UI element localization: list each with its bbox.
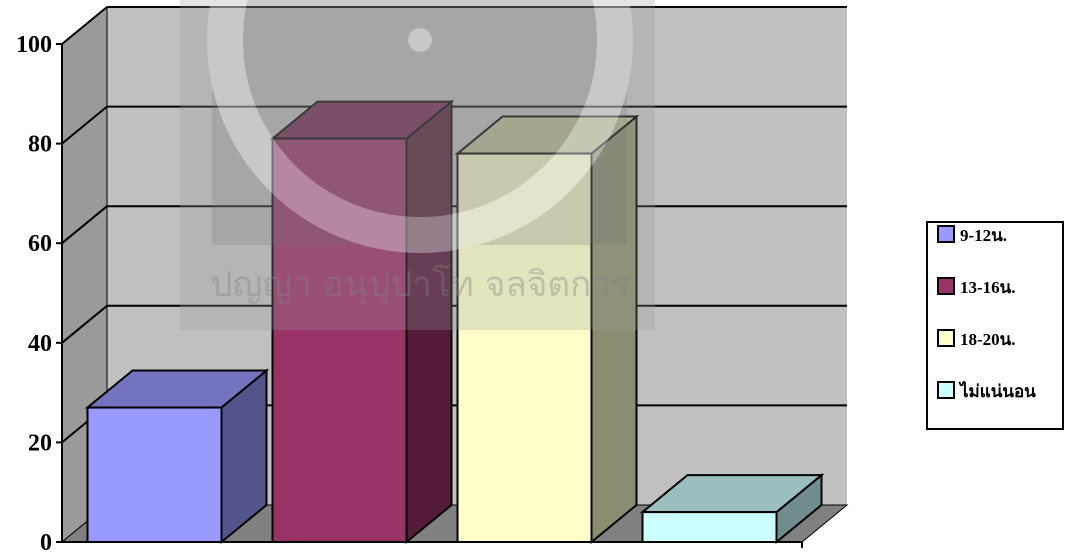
watermark-text: ปญญา อนุปุปาโท จลจิตการ — [210, 264, 630, 305]
y-tick-label: 0 — [40, 530, 52, 552]
legend-label: ไม่แน่นอน — [958, 381, 1036, 401]
watermark-hub — [408, 28, 432, 52]
legend-swatch — [937, 381, 955, 399]
bar — [641, 511, 778, 543]
legend-swatch — [937, 329, 955, 347]
y-tick-label: 60 — [28, 231, 52, 257]
gridline-side — [61, 6, 108, 45]
gridline-side — [61, 105, 108, 145]
gridline-side — [61, 205, 108, 244]
legend-label: 9-12น. — [960, 226, 1007, 245]
legend-label: 13-16น. — [960, 278, 1016, 297]
legend: 9-12น. 13-16น. 18-20น. ไม่แน่นอน — [926, 221, 1064, 430]
legend-swatch — [937, 277, 955, 295]
watermark-wheel — [207, 0, 633, 253]
watermark: ปญญา อนุปุปาโท จลจิตการ — [180, 0, 655, 330]
y-axis-tick-labels: 0 20 40 60 80 100 — [16, 32, 52, 552]
bar — [86, 406, 223, 544]
y-tick-label: 100 — [16, 32, 52, 58]
y-tick-label: 80 — [28, 132, 52, 158]
legend-swatch — [937, 225, 955, 243]
legend-label: 18-20น. — [960, 330, 1016, 349]
bar-group — [84, 368, 270, 545]
y-tick-label: 20 — [28, 430, 52, 456]
bar-group — [639, 473, 825, 545]
gridline-side — [61, 305, 108, 344]
y-tick-label: 40 — [28, 331, 52, 357]
legend-items: 9-12น. 13-16น. 18-20น. ไม่แน่นอน — [937, 225, 1036, 401]
